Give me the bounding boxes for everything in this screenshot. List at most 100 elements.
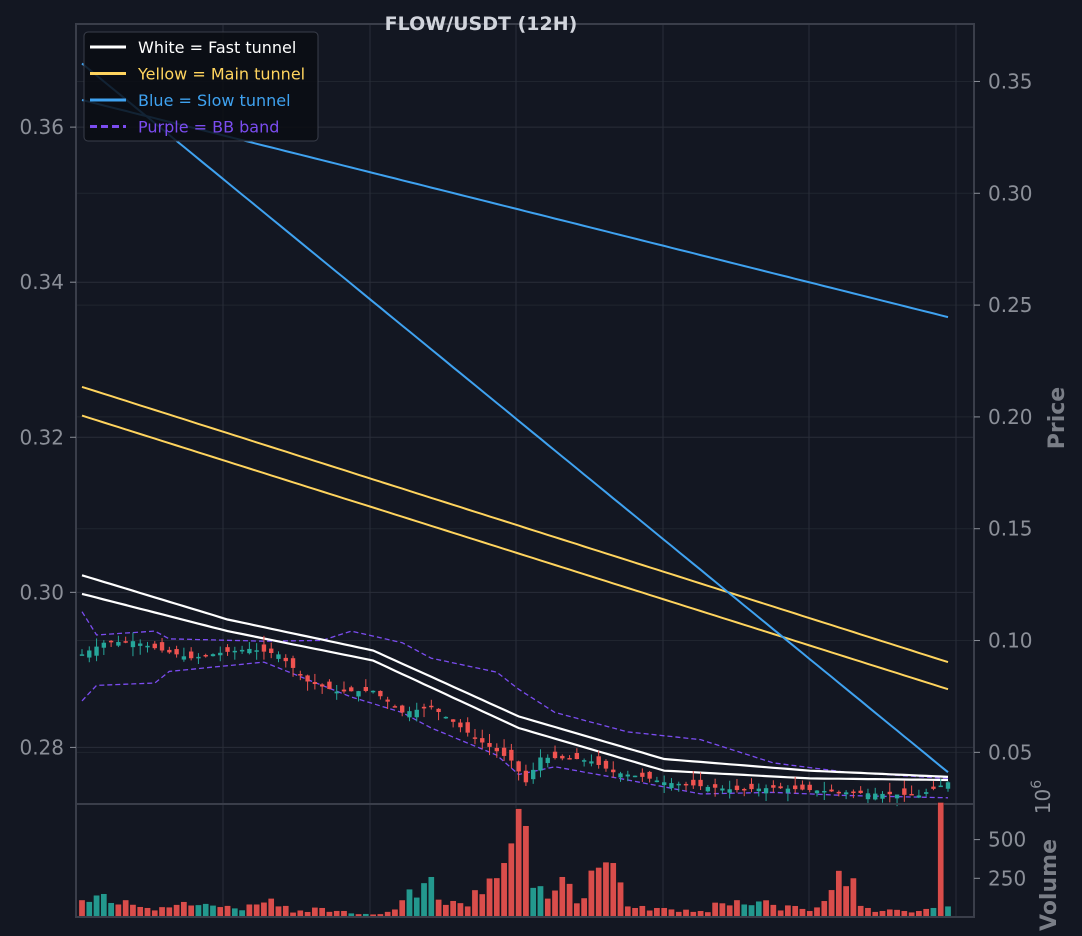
candle-body-101 bbox=[814, 790, 820, 794]
candle-38 bbox=[356, 690, 361, 702]
candle-body-93 bbox=[756, 788, 761, 792]
candle-body-110 bbox=[880, 793, 885, 799]
candle-body-53 bbox=[465, 722, 470, 733]
candle-body-75 bbox=[625, 774, 630, 777]
candle-body-36 bbox=[341, 689, 347, 692]
candle-body-32 bbox=[312, 682, 318, 685]
volume-bar-9 bbox=[144, 907, 151, 918]
candle-body-29 bbox=[290, 658, 296, 668]
candle-28 bbox=[283, 654, 288, 668]
volume-bar-60 bbox=[515, 808, 522, 918]
volume-bar-119 bbox=[944, 905, 952, 918]
volume-bar-28 bbox=[282, 905, 290, 918]
legend-label-0: White = Fast tunnel bbox=[138, 38, 296, 57]
volume-bar-80 bbox=[660, 907, 668, 918]
candle-53 bbox=[465, 717, 470, 737]
candle-body-45 bbox=[407, 711, 412, 718]
candle-body-43 bbox=[392, 706, 398, 708]
candle-73 bbox=[611, 761, 616, 778]
candle-body-4 bbox=[108, 640, 114, 643]
volume-bar-90 bbox=[733, 899, 741, 918]
candle-51 bbox=[450, 719, 456, 728]
left-tick-label-3: 0.34 bbox=[19, 270, 64, 294]
candle-102 bbox=[822, 781, 827, 800]
candle-81 bbox=[669, 778, 674, 791]
candle-13 bbox=[174, 645, 179, 658]
volume-bar-106 bbox=[850, 877, 857, 918]
volume-bar-13 bbox=[173, 904, 180, 918]
tunnel-layer bbox=[81, 62, 949, 799]
candle-body-102 bbox=[822, 790, 827, 793]
candle-82 bbox=[676, 781, 681, 792]
main-tunnel-lower-line bbox=[81, 414, 949, 691]
volume-bar-102 bbox=[820, 900, 828, 918]
volume-bar-50 bbox=[442, 904, 450, 918]
candle-body-16 bbox=[196, 656, 201, 659]
candle-101 bbox=[814, 790, 820, 797]
left-tick-label-4: 0.36 bbox=[19, 115, 64, 139]
legend-label-1: Yellow = Main tunnel bbox=[137, 65, 305, 84]
candle-100 bbox=[807, 781, 812, 793]
volume-bar-88 bbox=[719, 902, 726, 918]
candle-117 bbox=[931, 781, 936, 791]
candle-2 bbox=[94, 638, 99, 662]
right-tick-label-3: 0.20 bbox=[988, 405, 1033, 429]
candle-body-6 bbox=[123, 641, 128, 643]
candle-body-85 bbox=[698, 779, 703, 787]
candle-85 bbox=[698, 772, 703, 791]
volume-bar-61 bbox=[522, 825, 530, 918]
volume-bar-97 bbox=[784, 904, 792, 918]
plot-frame bbox=[75, 23, 975, 918]
chart-title: FLOW/USDT (12H) bbox=[385, 13, 578, 35]
candle-body-100 bbox=[807, 784, 812, 791]
volume-bar-69 bbox=[580, 897, 588, 918]
volume-bar-4 bbox=[107, 902, 115, 918]
candle-61 bbox=[523, 764, 529, 786]
volume-bar-54 bbox=[471, 889, 479, 918]
left-tick-label-1: 0.30 bbox=[19, 580, 64, 604]
candle-118 bbox=[938, 779, 943, 788]
candle-72 bbox=[603, 759, 609, 772]
candle-layer bbox=[79, 632, 951, 807]
candle-body-56 bbox=[487, 743, 492, 747]
candle-body-52 bbox=[458, 722, 463, 728]
candle-5 bbox=[116, 635, 121, 648]
candle-60 bbox=[516, 760, 521, 781]
candle-body-91 bbox=[742, 788, 747, 791]
candle-body-54 bbox=[472, 737, 478, 739]
candle-body-15 bbox=[188, 651, 194, 659]
volume-bar-20 bbox=[224, 905, 231, 918]
candle-body-26 bbox=[269, 648, 274, 654]
volume-bar-77 bbox=[639, 905, 646, 918]
volume-bar-89 bbox=[726, 904, 733, 918]
volume-bar-74 bbox=[617, 881, 624, 918]
slow-tunnel-upper-line bbox=[81, 62, 949, 773]
candle-68 bbox=[574, 748, 580, 760]
candle-body-116 bbox=[923, 792, 929, 794]
candle-body-12 bbox=[167, 649, 172, 653]
candle-body-40 bbox=[370, 690, 376, 693]
candle-58 bbox=[501, 739, 507, 761]
candle-98 bbox=[792, 776, 798, 794]
candle-body-55 bbox=[480, 738, 485, 743]
volume-bar-63 bbox=[537, 885, 544, 918]
candle-19 bbox=[218, 646, 223, 662]
volume-bar-57 bbox=[493, 877, 501, 918]
candle-88 bbox=[720, 785, 725, 794]
candle-body-97 bbox=[785, 788, 791, 793]
candle-body-66 bbox=[560, 755, 565, 759]
candle-12 bbox=[167, 646, 172, 654]
volume-bar-95 bbox=[770, 904, 777, 918]
volume-bar-99 bbox=[799, 908, 806, 918]
candle-48 bbox=[429, 699, 434, 710]
candle-105 bbox=[843, 790, 849, 800]
candle-8 bbox=[138, 639, 143, 655]
candle-52 bbox=[458, 719, 463, 733]
candle-body-65 bbox=[552, 751, 558, 759]
candle-body-13 bbox=[174, 649, 179, 655]
volume-bar-56 bbox=[486, 878, 493, 918]
candle-body-71 bbox=[596, 756, 601, 765]
candle-body-103 bbox=[829, 789, 834, 792]
volume-bar-47 bbox=[420, 882, 428, 918]
